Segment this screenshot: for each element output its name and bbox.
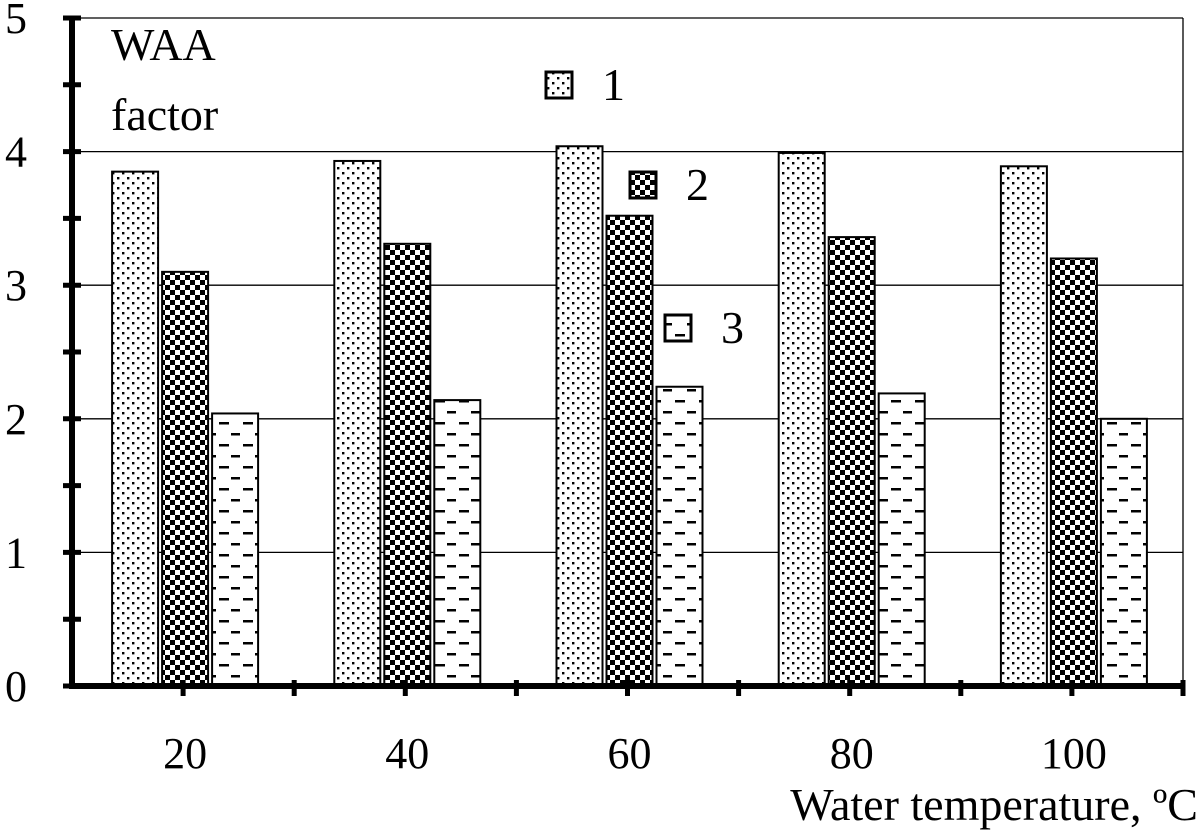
bar-series-3-100 bbox=[1099, 417, 1148, 687]
legend-label-2: 2 bbox=[686, 159, 709, 210]
y-tick-label: 2 bbox=[5, 395, 27, 444]
tick-labels: 0 1 2 3 4 5 20 40 60 80 100 bbox=[5, 0, 1107, 778]
y-tick-label: 4 bbox=[5, 128, 27, 177]
y-tick-label: 5 bbox=[5, 0, 27, 43]
y-axis-title-line1: WAA bbox=[111, 19, 216, 70]
bar-series-2-60 bbox=[605, 214, 654, 687]
bar-series-3-60 bbox=[655, 385, 704, 687]
y-tick-label: 1 bbox=[5, 528, 27, 577]
x-tick-label: 60 bbox=[608, 729, 652, 778]
y-axis-title-line2: factor bbox=[111, 89, 218, 140]
bar-series-2-80 bbox=[827, 236, 876, 687]
legend: 1 2 3 bbox=[544, 59, 744, 353]
legend-label-3: 3 bbox=[721, 302, 744, 353]
axes bbox=[63, 15, 1186, 696]
bar-series-1-100 bbox=[999, 165, 1048, 687]
x-tick-label: 100 bbox=[1041, 729, 1107, 778]
legend-swatch-3 bbox=[663, 313, 693, 343]
y-tick-label: 3 bbox=[5, 261, 27, 310]
x-axis-title: Water temperature, ºC bbox=[790, 779, 1198, 830]
x-tick-label: 40 bbox=[385, 729, 429, 778]
bar-series-2-100 bbox=[1049, 257, 1098, 687]
bars bbox=[111, 145, 1148, 688]
x-tick-label: 80 bbox=[830, 729, 874, 778]
bar-series-3-80 bbox=[877, 392, 926, 687]
bar-series-1-60 bbox=[555, 145, 604, 688]
bar-series-1-80 bbox=[777, 151, 826, 688]
bar-series-2-20 bbox=[161, 270, 210, 687]
bar-series-1-40 bbox=[333, 159, 382, 687]
bar-series-3-40 bbox=[433, 399, 482, 687]
x-tick-label: 20 bbox=[163, 729, 207, 778]
legend-swatch-2 bbox=[628, 170, 658, 200]
bar-series-2-40 bbox=[383, 242, 432, 687]
bar-series-1-20 bbox=[111, 170, 160, 687]
legend-swatch-1 bbox=[544, 70, 574, 100]
legend-label-1: 1 bbox=[602, 59, 625, 110]
bar-series-3-20 bbox=[211, 412, 260, 687]
y-tick-label: 0 bbox=[5, 662, 27, 711]
